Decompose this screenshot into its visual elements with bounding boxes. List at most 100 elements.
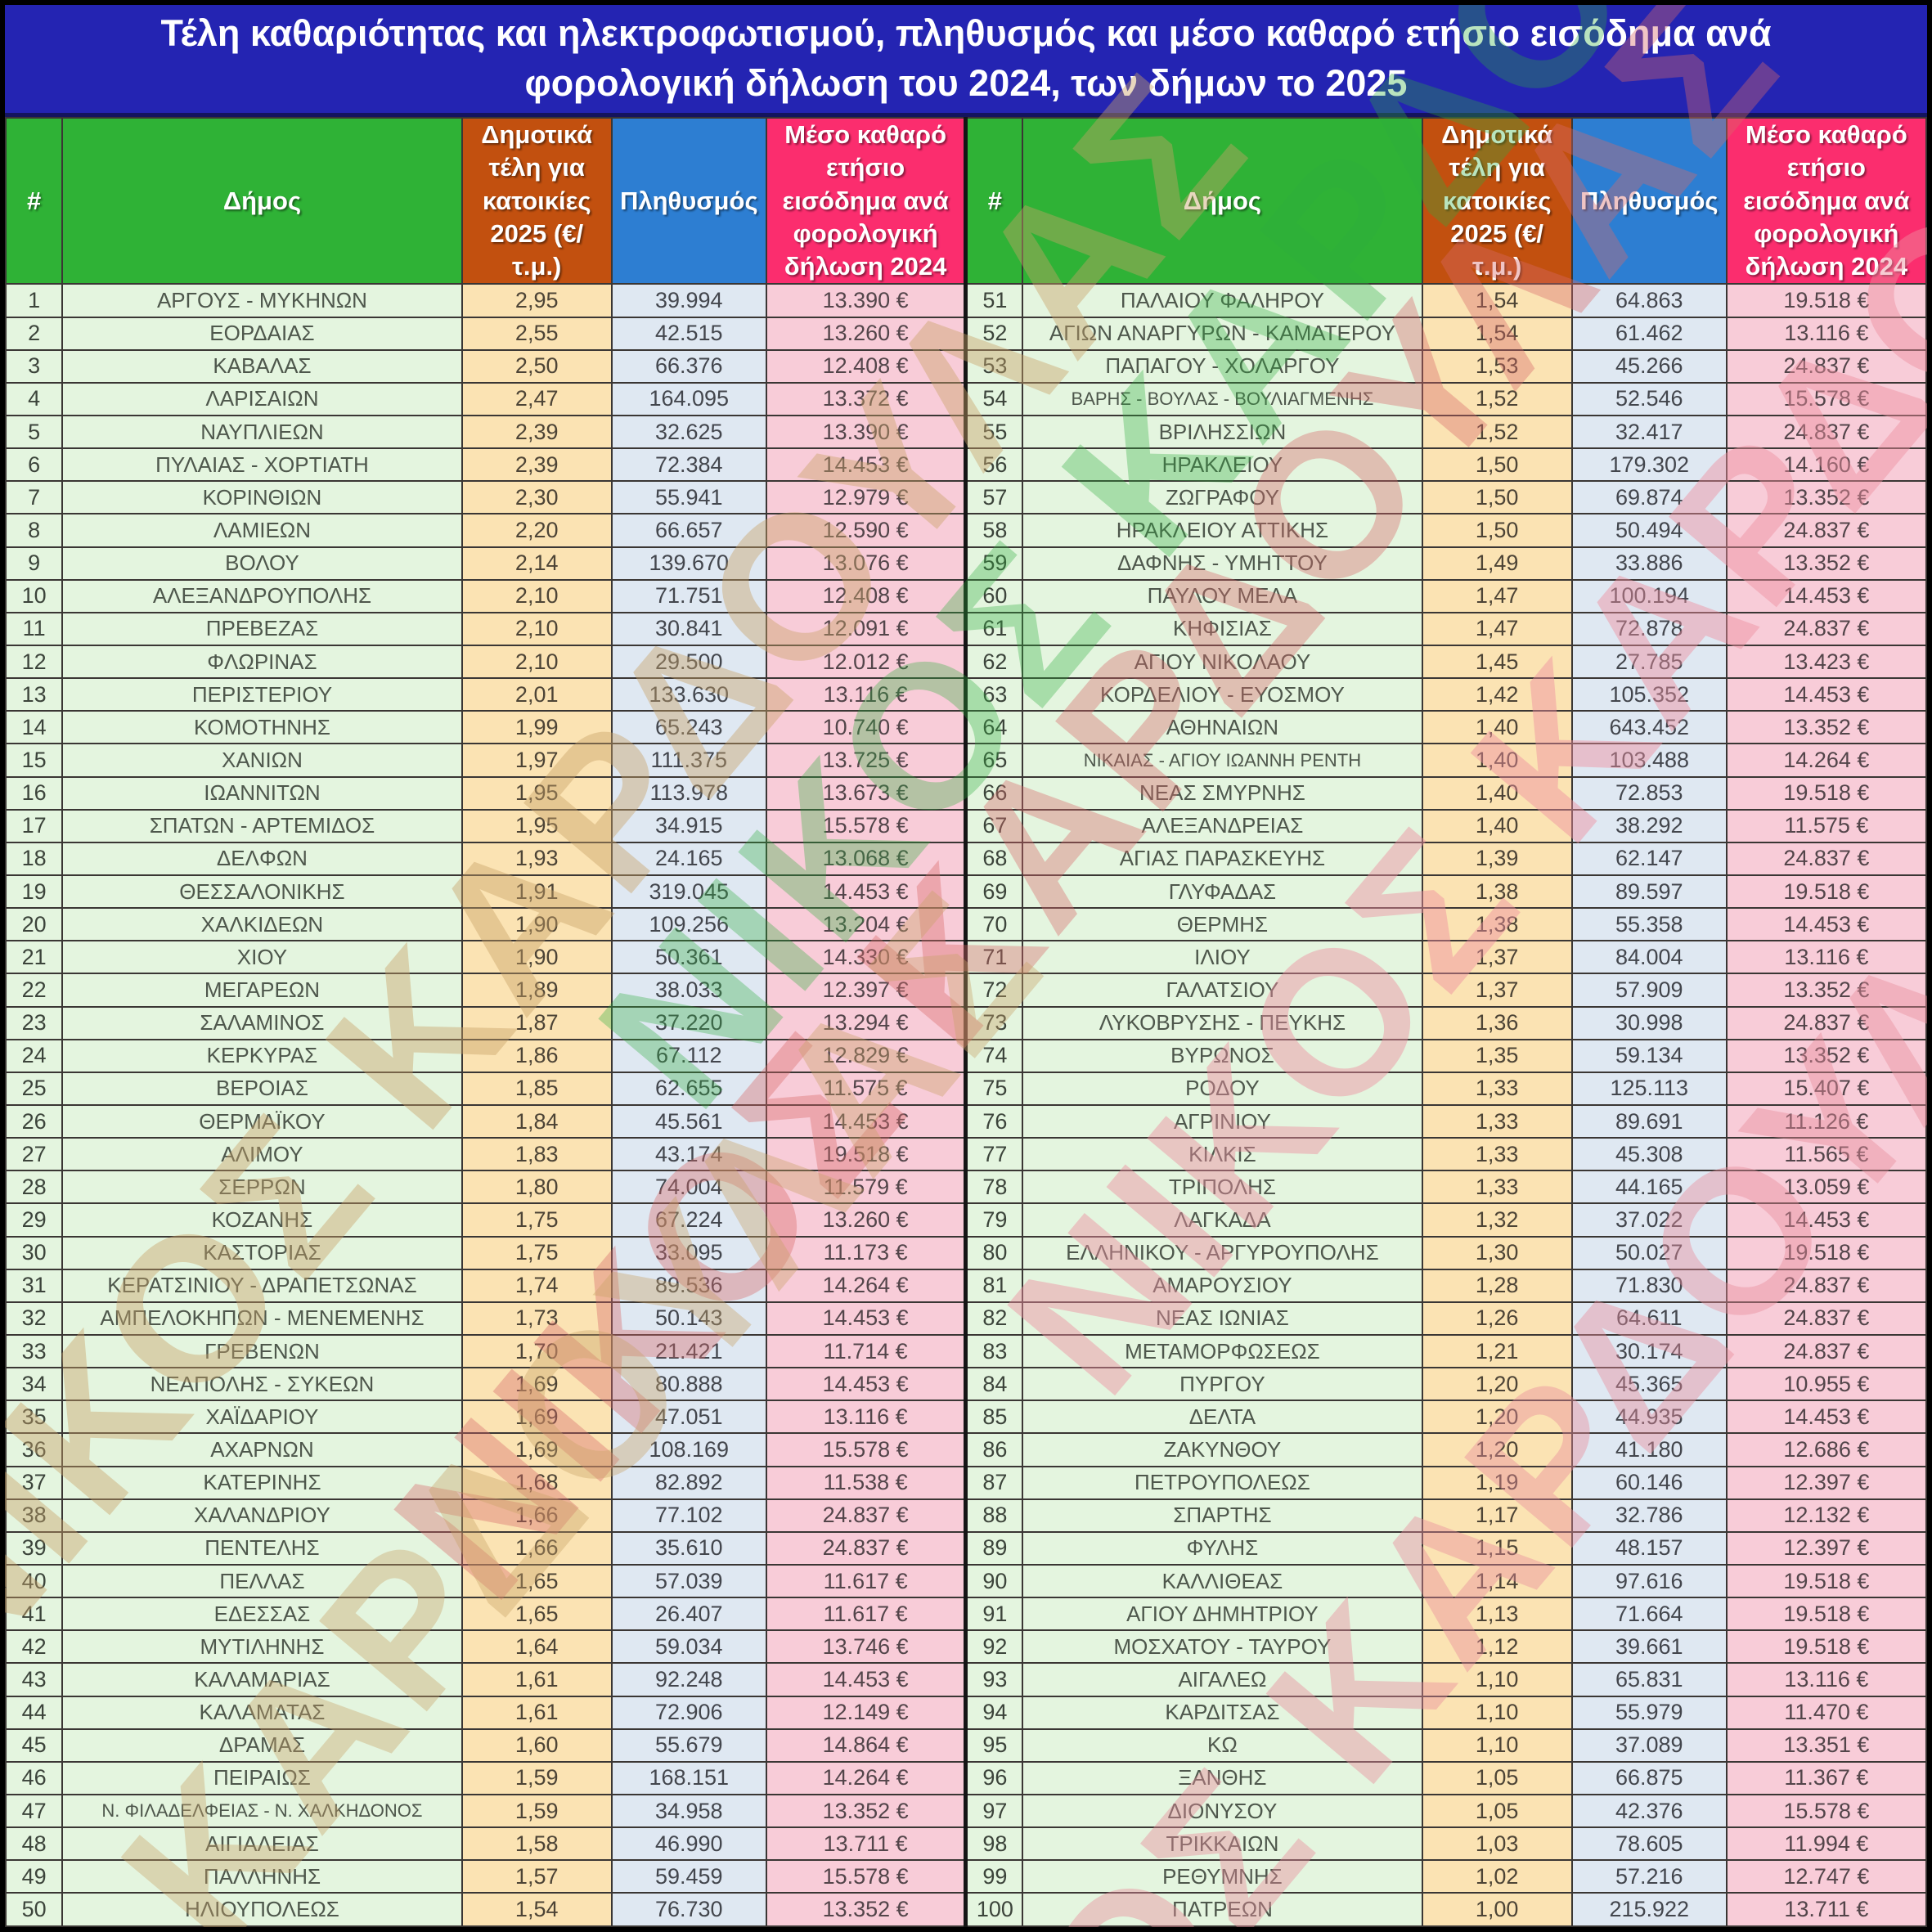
population-cell: 45.308 — [1570, 1137, 1728, 1172]
population-cell: 39.994 — [610, 283, 767, 318]
rank-cell: 60 — [964, 578, 1024, 613]
rank-cell: 19 — [5, 874, 64, 910]
table-body: 1 ΑΡΓΟΥΣ - ΜΥΚΗΝΩΝ 2,95 39.994 13.390 €51 ΠΑΛ… — [5, 283, 1927, 1927]
table-row: 5 ΝΑΥΠΛΙΕΩΝ 2,39 32.625 13.390 €55 ΒΡΙΛΗΣΣΙΩΝ… — [5, 415, 1927, 450]
income-cell: 19.518 € — [1725, 283, 1927, 318]
fees-cell: 1,45 — [1421, 645, 1573, 680]
population-cell: 50.494 — [1570, 513, 1728, 548]
municipality-cell: ΑΡΓΟΥΣ - ΜΥΚΗΝΩΝ — [61, 283, 463, 318]
municipality-cell: ΣΕΡΡΩΝ — [61, 1170, 463, 1205]
fees-cell: 2,10 — [461, 645, 613, 680]
rank-cell: 89 — [964, 1530, 1024, 1566]
population-cell: 32.786 — [1570, 1498, 1728, 1533]
rank-cell: 36 — [5, 1432, 64, 1467]
population-cell: 21.421 — [610, 1333, 767, 1369]
income-cell: 11.714 € — [765, 1333, 967, 1369]
rank-cell: 67 — [964, 808, 1024, 843]
rank-cell: 25 — [5, 1071, 64, 1107]
rank-cell: 12 — [5, 645, 64, 680]
income-cell: 14.453 € — [1725, 1400, 1927, 1435]
municipality-cell: ΚΑΣΤΟΡΙΑΣ — [61, 1235, 463, 1270]
municipality-cell: ΒΕΡΟΙΑΣ — [61, 1071, 463, 1107]
municipality-cell: ΒΑΡΗΣ - ΒΟΥΛΑΣ - ΒΟΥΛΙΑΓΜΕΝΗΣ — [1022, 381, 1423, 417]
table-row: 12 ΦΛΩΡΙΝΑΣ 2,10 29.500 12.012 €62 ΑΓΙΟΥ ΝΙΚΟ… — [5, 645, 1927, 680]
rank-cell: 16 — [5, 775, 64, 811]
income-cell: 12.590 € — [765, 513, 967, 548]
rank-cell: 45 — [5, 1728, 64, 1763]
table-row: 18 ΔΕΛΦΩΝ 1,93 24.165 13.068 €68 ΑΓΙΑΣ ΠΑΡΑΣΚ… — [5, 841, 1927, 877]
population-cell: 33.886 — [1570, 546, 1728, 581]
rank-cell: 65 — [964, 743, 1024, 778]
income-cell: 13.204 € — [765, 907, 967, 942]
header-rank-right: # — [964, 116, 1024, 285]
table-row: 49 ΠΑΛΛΗΝΗΣ 1,57 59.459 15.578 €99 ΡΕΘΥΜΝΗΣ 1,… — [5, 1859, 1927, 1894]
income-cell: 15.407 € — [1725, 1071, 1927, 1107]
rank-cell: 55 — [964, 415, 1024, 450]
population-cell: 72.853 — [1570, 775, 1728, 811]
population-cell: 43.174 — [610, 1137, 767, 1172]
population-cell: 50.361 — [610, 940, 767, 975]
fees-cell: 2,47 — [461, 381, 613, 417]
fees-cell: 1,66 — [461, 1530, 613, 1566]
rank-cell: 93 — [964, 1662, 1024, 1697]
income-cell: 11.538 € — [765, 1465, 967, 1500]
table-row: 28 ΣΕΡΡΩΝ 1,80 74.004 11.579 €78 ΤΡΙΠΟΛΗΣ 1,33… — [5, 1170, 1927, 1205]
municipality-cell: ΠΑΤΡΕΩΝ — [1022, 1892, 1423, 1927]
fees-cell: 1,05 — [1421, 1793, 1573, 1829]
municipality-cell: ΠΑΠΑΓΟΥ - ΧΟΛΑΡΓΟΥ — [1022, 348, 1423, 384]
population-cell: 72.878 — [1570, 611, 1728, 647]
income-cell: 13.390 € — [765, 415, 967, 450]
rank-cell: 37 — [5, 1465, 64, 1500]
page-frame: Τέλη καθαριότητας και ηλεκτροφωτισμού, π… — [5, 5, 1927, 1927]
rank-cell: 32 — [5, 1301, 64, 1336]
population-cell: 111.375 — [610, 743, 767, 778]
fees-cell: 1,20 — [1421, 1400, 1573, 1435]
income-cell: 13.725 € — [765, 743, 967, 778]
municipality-cell: ΒΟΛΟΥ — [61, 546, 463, 581]
population-cell: 139.670 — [610, 546, 767, 581]
fees-cell: 1,37 — [1421, 940, 1573, 975]
population-cell: 61.462 — [1570, 316, 1728, 351]
rank-cell: 99 — [964, 1859, 1024, 1894]
population-cell: 89.536 — [610, 1268, 767, 1303]
municipality-cell: ΚΟΜΟΤΗΝΗΣ — [61, 710, 463, 745]
municipality-cell: ΣΠΑΡΤΗΣ — [1022, 1498, 1423, 1533]
income-cell: 13.068 € — [765, 841, 967, 877]
fees-cell: 1,47 — [1421, 578, 1573, 613]
table-row: 29 ΚΟΖΑΝΗΣ 1,75 67.224 13.260 €79 ΛΑΓΚΑΔΑ 1,32… — [5, 1202, 1927, 1238]
rank-cell: 31 — [5, 1268, 64, 1303]
income-cell: 13.351 € — [1725, 1728, 1927, 1763]
population-cell: 55.941 — [610, 480, 767, 515]
fees-cell: 2,01 — [461, 677, 613, 712]
rank-cell: 47 — [5, 1793, 64, 1829]
income-cell: 19.518 € — [1725, 1563, 1927, 1599]
income-cell: 13.116 € — [1725, 1662, 1927, 1697]
income-cell: 14.864 € — [765, 1728, 967, 1763]
municipality-cell: ΧΙΟΥ — [61, 940, 463, 975]
population-cell: 133.630 — [610, 677, 767, 712]
income-cell: 12.829 € — [765, 1038, 967, 1073]
income-cell: 13.390 € — [765, 283, 967, 318]
table-row: 50 ΗΛΙΟΥΠΟΛΕΩΣ 1,54 76.730 13.352 €100 ΠΑΤΡΕΩ… — [5, 1892, 1927, 1927]
table-row: 15 ΧΑΝΙΩΝ 1,97 111.375 13.725 €65 ΝΙΚΑΙΑΣ - Α… — [5, 743, 1927, 778]
population-cell: 30.998 — [1570, 1005, 1728, 1040]
municipality-cell: ΚΟΡΔΕΛΙΟΥ - ΕΥΟΣΜΟΥ — [1022, 677, 1423, 712]
income-cell: 24.837 € — [1725, 1005, 1927, 1040]
rank-cell: 90 — [964, 1563, 1024, 1599]
population-cell: 71.830 — [1570, 1268, 1728, 1303]
fees-cell: 2,39 — [461, 447, 613, 483]
income-cell: 13.746 € — [765, 1629, 967, 1665]
income-cell: 19.518 € — [1725, 775, 1927, 811]
table-row: 46 ΠΕΙΡΑΙΩΣ 1,59 168.151 14.264 €96 ΞΑΝΘΗΣ 1,0… — [5, 1760, 1927, 1795]
income-cell: 13.711 € — [765, 1826, 967, 1862]
rank-cell: 5 — [5, 415, 64, 450]
rank-cell: 66 — [964, 775, 1024, 811]
municipality-cell: ΡΟΔΟΥ — [1022, 1071, 1423, 1107]
table-row: 35 ΧΑΪΔΑΡΙΟΥ 1,69 47.051 13.116 €85 ΔΕΛΤΑ 1,20… — [5, 1400, 1927, 1435]
header-municipality-right: Δήμος — [1022, 116, 1423, 285]
municipality-cell: ΔΡΑΜΑΣ — [61, 1728, 463, 1763]
municipality-cell: ΧΑΪΔΑΡΙΟΥ — [61, 1400, 463, 1435]
income-cell: 12.149 € — [765, 1695, 967, 1730]
rank-cell: 1 — [5, 283, 64, 318]
table-row: 34 ΝΕΑΠΟΛΗΣ - ΣΥΚΕΩΝ 1,69 80.888 14.453 €84 Π… — [5, 1367, 1927, 1402]
